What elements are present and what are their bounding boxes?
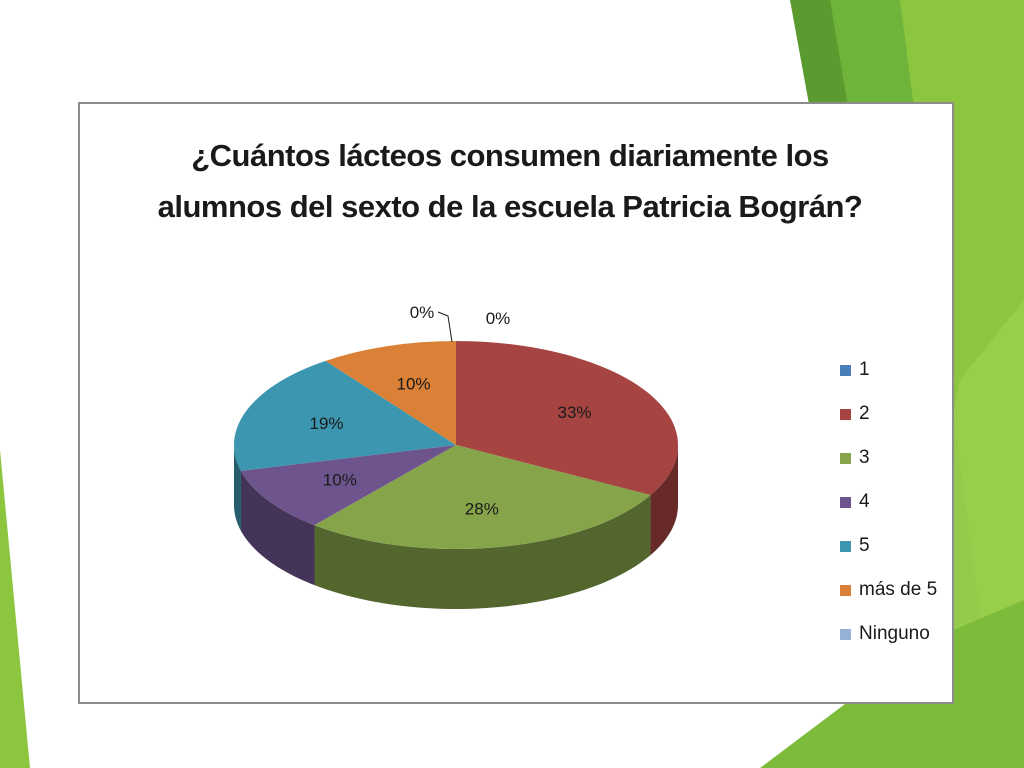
legend-swatch [840,628,851,640]
legend-swatch [840,540,851,552]
legend-item-2: 2 [840,392,937,436]
pie-slice-5 [233,360,456,471]
data-label-1: 0% [486,309,511,328]
data-label-Ninguno: 0% [410,303,435,322]
pie-side-3 [314,495,651,609]
chart-title: ¿Cuántos lácteos consumen diariamente lo… [157,138,863,224]
legend-swatch [840,452,851,464]
pie-slice-más-de-5 [325,341,456,445]
chart-frame: 0% 33% 28% 10% 19% 10% 0% ¿Cuántos lácteos con… [78,102,954,704]
legend-label: 1 [859,359,870,380]
pie-slice-4 [240,445,456,526]
legend-label: 4 [859,491,870,512]
legend-swatch [840,408,851,420]
legend-item-1: 1 [840,348,937,392]
legend-item-3: 3 [840,436,937,480]
pie-slice-3 [314,445,651,549]
zero-label-leader-line [437,311,453,343]
legend-item-Ninguno: Ninguno [840,612,937,656]
legend-label: Ninguno [859,623,930,644]
legend-swatch [840,584,851,596]
data-label-3: 28% [465,499,499,518]
legend-label: 5 [859,535,870,556]
pie-side-4 [240,470,315,586]
legend-label: 2 [859,403,870,424]
data-label-5: 19% [309,414,343,433]
pie-data-labels: 0% 33% 28% 10% 19% 10% 0% [309,303,591,518]
data-label-2: 33% [557,403,591,422]
pie-slices [233,341,678,549]
pie-slice-2 [456,341,678,496]
legend: 1 2 3 4 5 más de 5 Ninguno [840,348,937,656]
legend-item-más-de-5: más de 5 [840,568,937,612]
legend-swatch [840,496,851,508]
pie-side-2 [650,445,678,556]
pie-side-5 [234,445,241,531]
legend-swatch [840,364,851,376]
data-label-4: 10% [323,471,357,490]
legend-label: más de 5 [859,579,938,600]
pie-side-walls [234,445,678,609]
legend-label: 3 [859,447,870,468]
legend-item-5: 5 [840,524,937,568]
pie-chart: 0% 33% 28% 10% 19% 10% 0% [233,303,678,609]
legend-item-4: 4 [840,480,937,524]
bg-green-left [0,450,30,768]
data-label-más-de-5: 10% [396,375,430,394]
